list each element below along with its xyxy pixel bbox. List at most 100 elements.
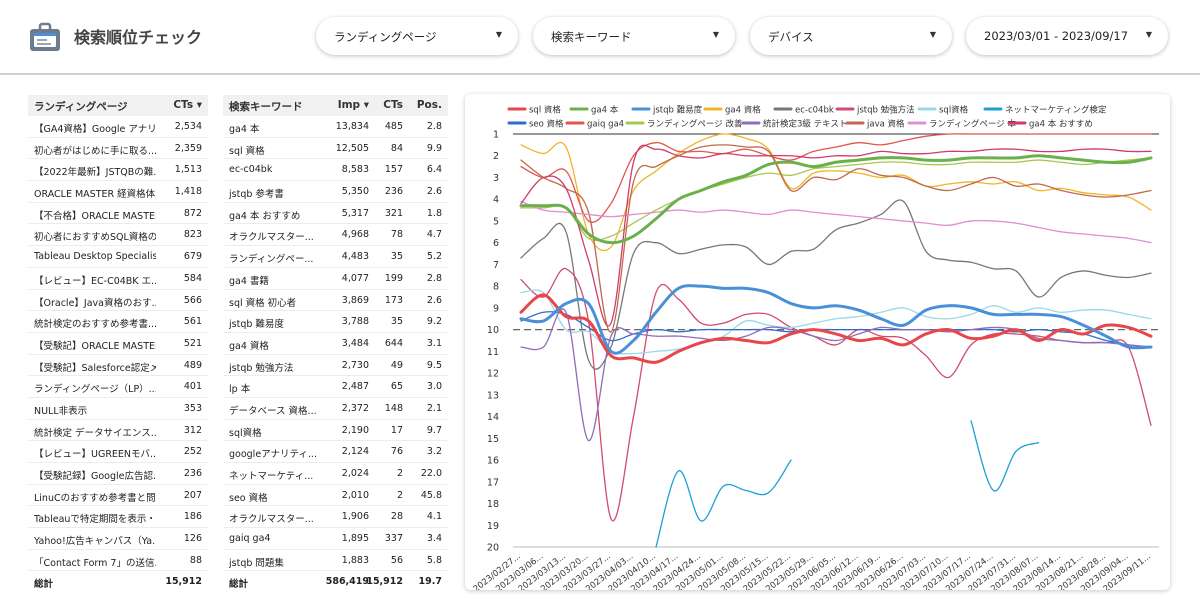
imp-cell: 2,190	[341, 424, 369, 436]
imp-cell: 2,124	[341, 446, 369, 458]
cts-cell: 584	[183, 272, 202, 284]
cts-cell: 2	[396, 468, 403, 479]
table-row[interactable]: 【レビュー】UGREENモバ... 252	[28, 441, 208, 463]
table-row[interactable]: sql資格 2,190 17 9.7	[223, 420, 448, 442]
imp-cell: 4,968	[341, 229, 369, 241]
table-row[interactable]: ga4 資格 3,484 644 3.1	[223, 333, 448, 355]
landing-page-cell: 【受験記】ORACLE MASTER...	[34, 340, 156, 352]
table-row[interactable]: jstqb 問題集 1,883 56 5.8	[223, 550, 448, 572]
cts-cell: 78	[390, 229, 403, 241]
pos-cell: 45.8	[420, 489, 442, 501]
cts-cell: 207	[183, 489, 202, 501]
table-row[interactable]: sql 資格 初心者 3,869 173 2.6	[223, 290, 448, 312]
imp-cell: 2,487	[341, 381, 369, 393]
table-row[interactable]: 初心者におすすめSQL資格の... 823	[28, 224, 208, 247]
table-row[interactable]: Yahoo!広告キャンパス（Ya... 126	[28, 528, 208, 550]
table-row[interactable]: LinuCのおすすめ参考書と問... 207	[28, 485, 208, 507]
imp-cell: 4,483	[341, 251, 369, 263]
landing-page-cell: 【GA4資格】Google アナリ...	[34, 124, 156, 135]
table-row[interactable]: 【GA4資格】Google アナリ... 2,534	[28, 116, 208, 138]
y-tick-label: 2	[493, 151, 499, 162]
imp-cell: 5,317	[341, 207, 369, 219]
table-row[interactable]: 【受験記録】Google広告認... 236	[28, 463, 208, 485]
legend-label: 統計検定3級 テキスト	[763, 119, 847, 130]
table-row[interactable]: 【受験記】Salesforce認定メ... 489	[28, 355, 208, 377]
column-header-pos[interactable]: Pos.	[416, 99, 442, 111]
imp-cell: 2,010	[341, 489, 369, 501]
imp-cell: 5,350	[341, 186, 369, 198]
table-row[interactable]: 【レビュー】EC-C04BK エ... 584	[28, 268, 208, 290]
column-header-cts[interactable]: CTs ▾	[173, 99, 202, 111]
table-row[interactable]: lp 本 2,487 65 3.0	[223, 376, 448, 398]
table-row[interactable]: オラクルマスター... 4,968 78 4.7	[223, 224, 448, 247]
cts-cell: 2,359	[174, 142, 202, 154]
device-filter[interactable]: デバイス ▼	[750, 17, 952, 55]
table-row[interactable]: gaiq ga4 1,895 337 3.4	[223, 528, 448, 550]
y-tick-label: 20	[487, 543, 499, 554]
table-row[interactable]: ORACLE MASTER 経資格体... 1,418	[28, 181, 208, 203]
landing-page-cell: 統計検定のおすすめ参考書...	[34, 319, 156, 331]
table-row[interactable]: 【Oracle】Java資格のおす... 566	[28, 290, 208, 312]
column-header-keyword[interactable]: 検索キーワード	[229, 101, 303, 113]
keyword-cell: オラクルマスター...	[229, 232, 314, 244]
table-row[interactable]: ga4 本 おすすめ 5,317 321 1.8	[223, 203, 448, 225]
keyword-cell: sql 資格	[229, 145, 265, 157]
table-row[interactable]: ネットマーケティ... 2,024 2 22.0	[223, 463, 448, 485]
cts-cell: 84	[390, 142, 403, 154]
table-row[interactable]: 統計検定のおすすめ参考書... 561	[28, 311, 208, 333]
table-row[interactable]: 【2022年最新】JSTQBの難... 1,513	[28, 159, 208, 182]
table-row[interactable]: Tableau Desktop Specialist... 679	[28, 246, 208, 268]
table-row[interactable]: ec-c04bk 8,583 157 6.4	[223, 159, 448, 182]
table-row[interactable]: jstqb 参考書 5,350 236 2.6	[223, 181, 448, 203]
pos-cell: 6.4	[426, 164, 442, 176]
table-row[interactable]: 「Contact Form 7」の送信... 88	[28, 550, 208, 572]
table-row[interactable]: sql 資格 12,505 84 9.9	[223, 138, 448, 160]
table-row[interactable]: 統計検定 データサイエンス... 312	[28, 420, 208, 442]
imp-cell: 8,583	[341, 164, 369, 176]
table-row[interactable]: jstqb 難易度 3,788 35 9.2	[223, 311, 448, 333]
column-header-cts[interactable]: CTs	[383, 99, 403, 111]
series-line-15	[520, 144, 1152, 327]
table-row[interactable]: ga4 本 13,834 485 2.8	[223, 116, 448, 138]
table-row[interactable]: データベース 資格... 2,372 148 2.1	[223, 398, 448, 420]
series-line-7	[520, 289, 1152, 355]
table-row[interactable]: ランディングペー... 4,483 35 5.2	[223, 246, 448, 268]
landing-page-cell: ランディングページ（LP）...	[34, 384, 156, 396]
report-header: 検索順位チェック ランディングページ ▼ 検索キーワード ▼ デバイス ▼ 20…	[0, 0, 1200, 75]
pos-cell: 4.7	[426, 229, 442, 241]
cts-cell: 872	[183, 207, 202, 219]
table-row[interactable]: 【受験記】ORACLE MASTER... 521	[28, 333, 208, 355]
landing-page-cell: Tableauで特定期間を表示・...	[34, 514, 156, 526]
keyword-cell: jstqb 難易度	[229, 319, 284, 331]
series-line-12	[520, 308, 1152, 442]
landing-page-table: ランディングページ CTs ▾ 【GA4資格】Google アナリ... 2,53…	[28, 95, 208, 593]
landing-page-filter[interactable]: ランディングページ ▼	[316, 17, 518, 55]
table-row[interactable]: Tableauで特定期間を表示・... 186	[28, 506, 208, 529]
imp-cell: 1,895	[341, 533, 369, 545]
y-tick-label: 10	[487, 325, 499, 336]
column-header-landing-page[interactable]: ランディングページ	[34, 101, 128, 113]
cts-cell: 76	[390, 446, 403, 458]
table-row[interactable]: 初心者がはじめに手に取る... 2,359	[28, 138, 208, 160]
table-row[interactable]: seo 資格 2,010 2 45.8	[223, 485, 448, 507]
table-header: ランディングページ CTs ▾	[28, 95, 208, 116]
pos-cell: 2.6	[426, 294, 442, 306]
table-row[interactable]: googleアナリティ... 2,124 76 3.2	[223, 441, 448, 463]
table-row[interactable]: 【不合格】ORACLE MASTER... 872	[28, 203, 208, 225]
table-row[interactable]: ga4 書籍 4,077 199 2.8	[223, 268, 448, 290]
pos-cell: 2.8	[426, 272, 442, 284]
landing-page-cell: ORACLE MASTER 経資格体...	[34, 189, 156, 201]
table-row[interactable]: オラクルマスター... 1,906 28 4.1	[223, 506, 448, 529]
rank-line-chart[interactable]: sql 資格 ga4 本 jstqb 難易度 ga4 資格 ec-c04bk jstqb …	[465, 94, 1170, 590]
table-row[interactable]: NULL非表示 353	[28, 398, 208, 420]
y-tick-label: 14	[487, 412, 499, 423]
landing-page-cell: 【Oracle】Java資格のおす...	[34, 297, 156, 309]
table-row[interactable]: ランディングページ（LP）... 401	[28, 376, 208, 398]
keyword-filter[interactable]: 検索キーワード ▼	[533, 17, 735, 55]
date-range-filter[interactable]: 2023/03/01 - 2023/09/17 ▼	[966, 17, 1168, 55]
keyword-cell: ec-c04bk	[229, 164, 273, 176]
legend-label: jstqb 勉強方法	[856, 105, 915, 116]
series-line-10	[520, 133, 1152, 223]
table-row[interactable]: jstqb 勉強方法 2,730 49 9.5	[223, 355, 448, 377]
column-header-imp[interactable]: Imp ▾	[337, 99, 369, 111]
